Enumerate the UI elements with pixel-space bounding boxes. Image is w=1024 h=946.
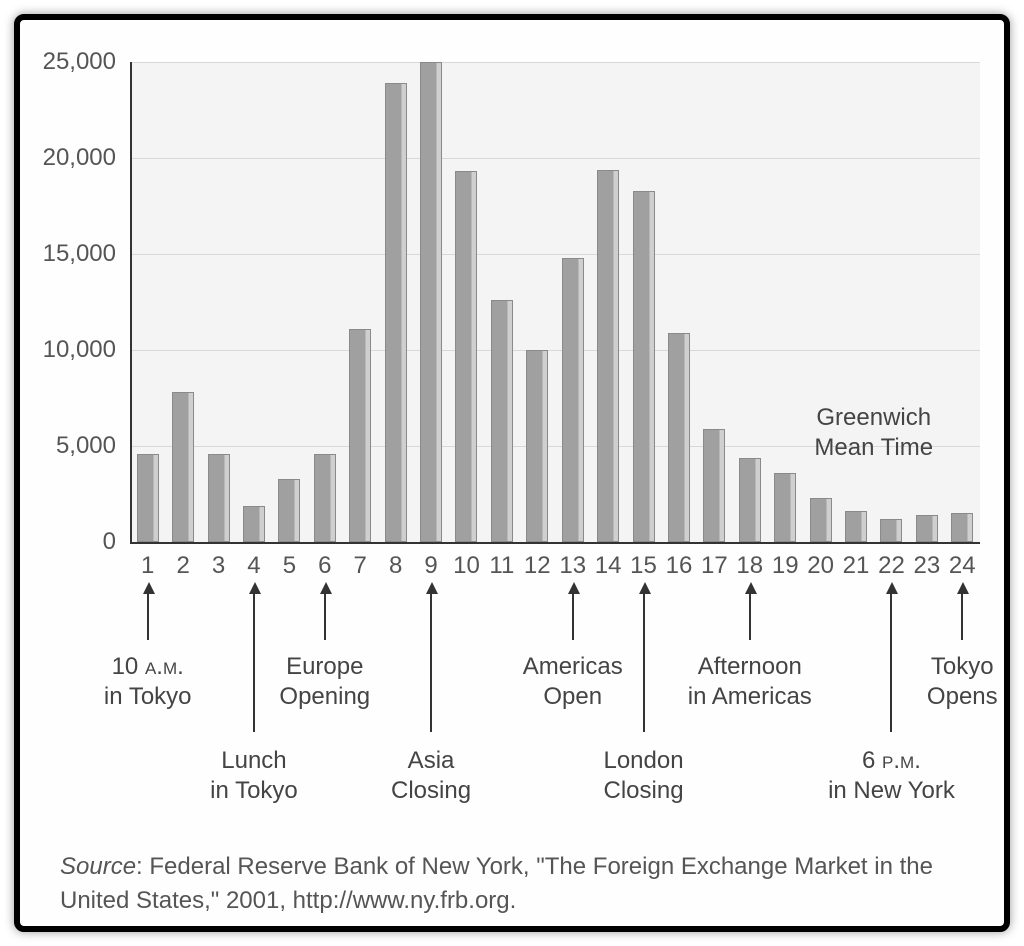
bar bbox=[172, 392, 194, 542]
annotation-arrow bbox=[572, 592, 574, 640]
bar bbox=[137, 454, 159, 542]
annotation-arrow bbox=[749, 592, 751, 640]
source-text: : Federal Reserve Bank of New York, "The… bbox=[60, 853, 933, 914]
x-tick-label: 7 bbox=[354, 552, 367, 580]
x-tick-label: 5 bbox=[283, 552, 296, 580]
bar bbox=[633, 191, 655, 542]
bar bbox=[562, 258, 584, 542]
annotation-label: AsiaClosing bbox=[391, 746, 471, 806]
x-tick-label: 20 bbox=[807, 552, 834, 580]
bar bbox=[774, 473, 796, 542]
annotation-label: 10 a.m.in Tokyo bbox=[104, 652, 192, 712]
annotation-label: 6 p.m.in New York bbox=[828, 746, 955, 806]
outer-frame: GreenwichMean Time05,00010,00015,00020,0… bbox=[0, 0, 1024, 946]
annotation-label: Lunchin Tokyo bbox=[210, 746, 298, 806]
annotation-arrow bbox=[890, 592, 892, 732]
x-tick-label: 9 bbox=[424, 552, 437, 580]
x-tick-label: 16 bbox=[666, 552, 693, 580]
y-axis bbox=[130, 62, 132, 542]
annotation-label: TokyoOpens bbox=[927, 652, 998, 712]
bar bbox=[349, 329, 371, 542]
annotation-arrow bbox=[324, 592, 326, 640]
x-tick-label: 10 bbox=[453, 552, 480, 580]
bar bbox=[278, 479, 300, 542]
bar bbox=[526, 350, 548, 542]
x-tick-label: 17 bbox=[701, 552, 728, 580]
bar bbox=[703, 429, 725, 542]
chart-panel: GreenwichMean Time05,00010,00015,00020,0… bbox=[14, 14, 1010, 932]
annotation-arrow bbox=[961, 592, 963, 640]
bar bbox=[420, 62, 442, 542]
x-tick-label: 24 bbox=[949, 552, 976, 580]
source-citation: Source: Federal Reserve Bank of New York… bbox=[60, 850, 964, 917]
gridline bbox=[130, 254, 980, 255]
gridline bbox=[130, 158, 980, 159]
x-tick-label: 19 bbox=[772, 552, 799, 580]
plot-background bbox=[130, 62, 980, 542]
x-tick-label: 21 bbox=[843, 552, 870, 580]
annotation-arrow bbox=[147, 592, 149, 640]
x-tick-label: 22 bbox=[878, 552, 905, 580]
x-tick-label: 3 bbox=[212, 552, 225, 580]
x-tick-label: 23 bbox=[914, 552, 941, 580]
x-tick-label: 11 bbox=[489, 552, 514, 580]
gridline bbox=[130, 62, 980, 63]
greenwich-mean-time-label: GreenwichMean Time bbox=[794, 403, 954, 463]
x-tick-label: 13 bbox=[559, 552, 586, 580]
gridline bbox=[130, 350, 980, 351]
bar bbox=[208, 454, 230, 542]
x-tick-label: 14 bbox=[595, 552, 622, 580]
annotation-label: Afternoonin Americas bbox=[688, 652, 812, 712]
x-tick-label: 4 bbox=[247, 552, 260, 580]
bar bbox=[668, 333, 690, 542]
bar bbox=[455, 171, 477, 542]
annotation-arrow bbox=[643, 592, 645, 732]
bar bbox=[810, 498, 832, 542]
bar bbox=[739, 458, 761, 542]
x-tick-label: 6 bbox=[318, 552, 331, 580]
annotation-arrow bbox=[430, 592, 432, 732]
annotation-arrow bbox=[253, 592, 255, 732]
x-tick-label: 8 bbox=[389, 552, 402, 580]
bar bbox=[951, 513, 973, 542]
x-tick-label: 12 bbox=[524, 552, 551, 580]
bar bbox=[880, 519, 902, 542]
x-tick-label: 18 bbox=[736, 552, 763, 580]
bar bbox=[385, 83, 407, 542]
annotation-label: EuropeOpening bbox=[279, 652, 370, 712]
bar bbox=[491, 300, 513, 542]
bar bbox=[243, 506, 265, 542]
annotation-label: AmericasOpen bbox=[523, 652, 623, 712]
bar bbox=[597, 170, 619, 542]
x-tick-label: 15 bbox=[630, 552, 657, 580]
x-axis bbox=[130, 542, 980, 544]
annotation-label: LondonClosing bbox=[603, 746, 683, 806]
x-tick-label: 2 bbox=[176, 552, 189, 580]
bar bbox=[845, 511, 867, 542]
bar bbox=[314, 454, 336, 542]
bar bbox=[916, 515, 938, 542]
plot-area: GreenwichMean Time bbox=[130, 62, 980, 542]
source-label: Source bbox=[60, 853, 136, 880]
x-tick-label: 1 bbox=[141, 552, 154, 580]
